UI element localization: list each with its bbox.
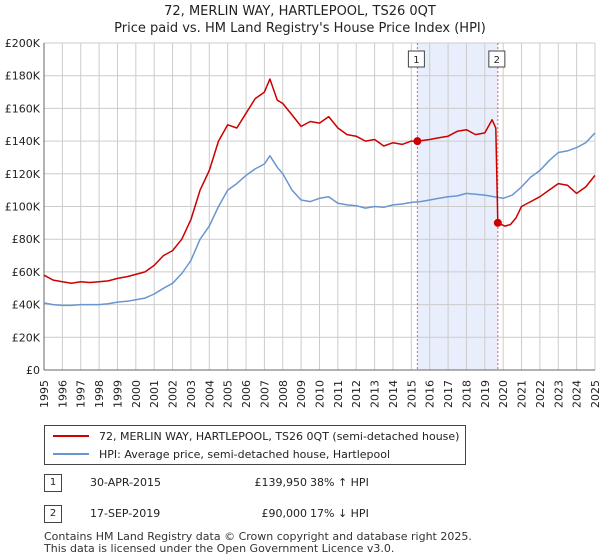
legend-label-hpi: HPI: Average price, semi-detached house,…: [99, 447, 391, 461]
x-tick-label: 1999: [111, 380, 124, 408]
x-tick-label: 2010: [314, 380, 327, 408]
legend: 72, MERLIN WAY, HARTLEPOOL, TS26 0QT (se…: [44, 425, 466, 465]
footer-copyright: Contains HM Land Registry data © Crown c…: [44, 530, 472, 543]
transaction-date: 30-APR-2015: [90, 476, 162, 489]
x-tick-label: 1995: [38, 380, 51, 408]
y-tick-label: £20K: [12, 331, 41, 344]
x-tick-label: 2000: [130, 380, 143, 408]
legend-item-property: 72, MERLIN WAY, HARTLEPOOL, TS26 0QT (se…: [53, 428, 459, 444]
transaction-badge: 2: [44, 505, 62, 523]
y-tick-label: £100K: [5, 201, 41, 214]
x-tick-label: 2020: [497, 380, 510, 408]
y-tick-label: £0: [26, 364, 40, 377]
marker-badge: [407, 50, 425, 68]
x-tick-label: 2011: [332, 380, 345, 408]
x-tick-label: 2019: [479, 380, 492, 408]
x-tick-label: 2005: [222, 380, 235, 408]
transaction-date: 17-SEP-2019: [90, 507, 161, 520]
x-tick-label: 2013: [369, 380, 382, 408]
y-tick-label: £180K: [5, 70, 41, 83]
x-tick-label: 2015: [405, 380, 418, 408]
chart-subtitle: Price paid vs. HM Land Registry's House …: [114, 21, 486, 36]
transaction-row-2: 2 17-SEP-2019 £90,000 17% ↓ HPI: [44, 505, 584, 525]
x-tick-label: 1998: [93, 380, 106, 408]
marker-badge-label: 2: [494, 55, 500, 66]
x-tick-label: 2024: [571, 380, 584, 408]
legend-swatch-hpi: [53, 453, 89, 455]
x-tick-label: 1997: [75, 380, 88, 408]
x-tick-label: 2012: [350, 380, 363, 408]
x-tick-label: 2004: [203, 380, 216, 408]
transaction-hpi-diff: 38% ↑ HPI: [310, 476, 369, 489]
x-tick-label: 2002: [167, 380, 180, 408]
y-tick-label: £120K: [5, 168, 41, 181]
legend-item-hpi: HPI: Average price, semi-detached house,…: [53, 446, 390, 462]
x-tick-label: 1996: [56, 380, 69, 408]
marker-badge-label: 1: [413, 55, 419, 66]
x-tick-label: 2017: [442, 380, 455, 408]
sale-point: [413, 137, 422, 146]
x-tick-label: 2007: [258, 380, 271, 408]
y-tick-label: £200K: [5, 37, 41, 50]
chart-title: 72, MERLIN WAY, HARTLEPOOL, TS26 0QT: [164, 4, 436, 19]
x-tick-label: 2009: [295, 380, 308, 408]
transaction-price: £90,000: [261, 507, 308, 520]
y-tick-label: £160K: [5, 102, 41, 115]
footer-licence: This data is licensed under the Open Gov…: [44, 542, 395, 555]
marker-badge: [488, 50, 506, 68]
x-tick-label: 2008: [277, 380, 290, 408]
y-tick-label: £60K: [12, 266, 41, 279]
property-price-line: [43, 78, 596, 285]
hpi-line: [43, 132, 596, 307]
x-tick-label: 2022: [534, 380, 547, 408]
x-tick-label: 2016: [424, 380, 437, 408]
y-tick-label: £140K: [5, 135, 41, 148]
x-tick-label: 2025: [589, 380, 600, 408]
x-tick-label: 2021: [516, 380, 529, 408]
sale-point: [493, 218, 502, 227]
x-tick-label: 2014: [387, 380, 400, 408]
x-tick-label: 2023: [552, 380, 565, 408]
price-chart: £0 £20K £40K £60K £80K £100K £120K £140K £160K £1…: [5, 37, 600, 408]
x-tick-label: 2018: [460, 380, 473, 408]
footer: Contains HM Land Registry data © Crown c…: [44, 531, 472, 555]
y-tick-label: £80K: [12, 233, 41, 246]
x-tick-label: 2001: [148, 380, 161, 408]
transaction-price: £139,950: [254, 476, 308, 489]
legend-label-property: 72, MERLIN WAY, HARTLEPOOL, TS26 0QT (se…: [99, 429, 460, 443]
transaction-hpi-diff: 17% ↓ HPI: [310, 507, 369, 520]
transaction-row-1: 1 30-APR-2015 £139,950 38% ↑ HPI: [44, 474, 584, 494]
legend-swatch-property: [53, 435, 89, 437]
y-tick-label: £40K: [12, 299, 41, 312]
transaction-badge: 1: [44, 474, 62, 492]
x-tick-label: 2003: [185, 380, 198, 408]
x-tick-label: 2006: [240, 380, 253, 408]
